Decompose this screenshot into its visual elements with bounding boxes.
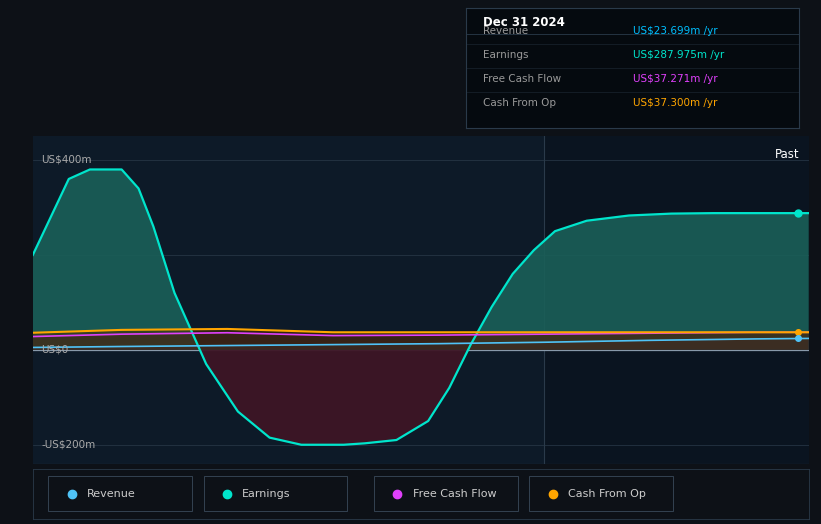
Text: US$37.300m /yr: US$37.300m /yr [632, 98, 717, 108]
Text: Earnings: Earnings [242, 489, 291, 499]
Bar [544, 136, 809, 464]
Text: Revenue: Revenue [87, 489, 136, 499]
Text: Cash From Op: Cash From Op [483, 98, 556, 108]
Text: Revenue: Revenue [483, 26, 528, 36]
Text: US$23.699m /yr: US$23.699m /yr [632, 26, 718, 36]
Text: Past: Past [775, 148, 800, 161]
Text: Earnings: Earnings [483, 50, 529, 60]
Text: US$37.271m /yr: US$37.271m /yr [632, 74, 718, 84]
Text: Free Cash Flow: Free Cash Flow [413, 489, 497, 499]
Text: -US$200m: -US$200m [41, 440, 95, 450]
Text: Cash From Op: Cash From Op [568, 489, 646, 499]
Text: US$400m: US$400m [41, 155, 92, 165]
Text: US$0: US$0 [41, 345, 68, 355]
Text: Free Cash Flow: Free Cash Flow [483, 74, 561, 84]
Text: US$287.975m /yr: US$287.975m /yr [632, 50, 724, 60]
Text: Dec 31 2024: Dec 31 2024 [483, 16, 565, 29]
